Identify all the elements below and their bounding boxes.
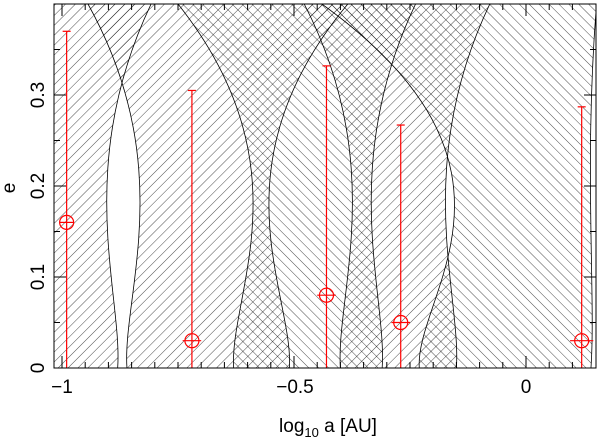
stability-regions [54,4,596,368]
point-marker [184,333,200,349]
data-points [59,30,594,368]
x-tick-label: −0.5 [276,377,314,398]
data-point [391,124,410,368]
point-marker [59,214,75,230]
data-point [317,65,336,368]
data-point [59,30,75,368]
stability-region-band-1 [54,4,152,368]
y-tick-label: 0 [28,363,49,374]
y-tick-label: 0.2 [28,173,49,199]
x-tick-label: −1 [51,377,73,398]
x-ticks [61,4,573,368]
x-tick-labels: −1 −0.5 0 [51,377,531,398]
y-ticks [54,3,596,369]
x-tick-label: 0 [521,377,532,398]
point-marker [318,287,335,303]
x-axis-title: log10 a [AU] [279,416,377,440]
y-axis-title: e [0,183,20,194]
point-marker [574,333,590,349]
y-tick-label: 0.1 [28,264,49,290]
point-marker [393,314,409,331]
y-tick-label: 0.3 [28,82,49,108]
data-point [182,89,202,368]
y-tick-labels: 0 0.1 0.2 0.3 [28,82,49,374]
data-point [570,106,594,368]
